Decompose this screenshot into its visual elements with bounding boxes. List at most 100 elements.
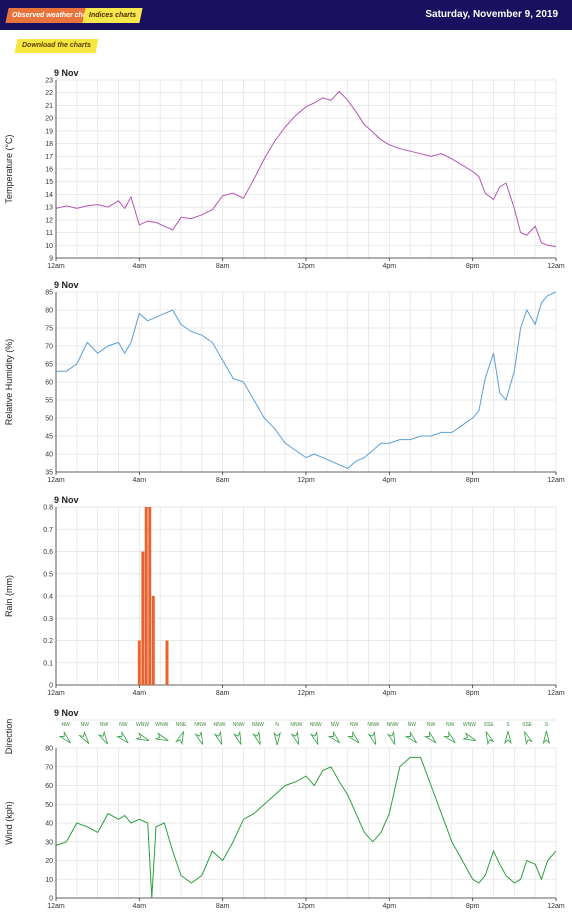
wind-direction-arrow-icon	[524, 731, 534, 746]
humidity-ytick-label: 50	[45, 416, 53, 423]
rain-bar	[141, 551, 145, 685]
wind-ytick-label: 50	[45, 802, 53, 809]
humidity-ytick-label: 85	[45, 290, 53, 297]
wind-direction-arrow-icon	[423, 730, 437, 744]
download-charts-button[interactable]: Download the charts	[14, 39, 99, 53]
direction-text: SSE	[484, 722, 495, 728]
wind-direction-arrow-icon	[443, 730, 456, 744]
direction-text: NW	[408, 722, 417, 728]
rain-bar	[137, 640, 141, 685]
temperature-ytick-label: 19	[45, 128, 53, 135]
rain-ytick-label: 0.2	[43, 638, 53, 645]
wind-day-label: 9 Nov	[54, 708, 79, 718]
rain-ytick-label: 0.8	[43, 505, 53, 512]
tab-indices-charts[interactable]: Indices charts	[82, 8, 143, 23]
humidity-xtick-label: 12pm	[297, 477, 315, 484]
rain-xtick-label: 12pm	[297, 690, 315, 697]
temperature-ytick-label: 22	[45, 90, 53, 97]
tab-indices-label: Indices charts	[89, 12, 137, 19]
wind-direction-arrow-icon	[327, 730, 341, 744]
humidity-xtick-label: 8am	[216, 477, 230, 484]
humidity-ytick-label: 55	[45, 398, 53, 405]
direction-text: WNW	[155, 722, 168, 728]
wind-ytick-label: 30	[45, 839, 53, 846]
temperature-xtick-label: 12am	[47, 263, 65, 270]
wind-ytick-label: 60	[45, 783, 53, 790]
direction-text: NW	[350, 722, 359, 728]
temperature-xtick-label: 4am	[133, 263, 147, 270]
temperature-ytick-label: 14	[45, 192, 53, 199]
rain-ytick-label: 0.6	[43, 549, 53, 556]
temperature-xtick-label: 8am	[216, 263, 230, 270]
rain-ytick-label: 0.3	[43, 616, 53, 623]
humidity-ytick-label: 40	[45, 452, 53, 459]
rain-xtick-label: 12am	[47, 690, 65, 697]
temperature-ytick-label: 18	[45, 141, 53, 148]
humidity-xtick-label: 12am	[547, 477, 565, 484]
wind-xtick-label: 4am	[133, 903, 147, 910]
temperature-ytick-label: 23	[45, 78, 53, 85]
humidity-ytick-label: 65	[45, 362, 53, 369]
direction-text: NNW	[367, 722, 379, 728]
wind-ytick-label: 40	[45, 821, 53, 828]
temperature-ytick-label: 9	[49, 256, 53, 263]
direction-text: NW	[100, 722, 109, 728]
header-bar: Observed weather charts Indices charts S…	[0, 0, 572, 30]
humidity-xtick-label: 4am	[133, 477, 147, 484]
wind-direction-arrow-icon	[386, 730, 396, 745]
wind-ytick-label: 10	[45, 877, 53, 884]
download-charts-label: Download the charts	[22, 42, 91, 49]
wind-direction-arrow-icon	[404, 730, 418, 744]
rain-xtick-label: 8am	[216, 690, 230, 697]
humidity-day-label: 9 Nov	[54, 280, 79, 290]
wind-xtick-label: 8am	[216, 903, 230, 910]
wind-series-line	[55, 756, 557, 899]
rain-ylabel: Rain (mm)	[4, 575, 14, 617]
humidity-xtick-label: 12am	[47, 477, 65, 484]
direction-text: NNW	[194, 722, 206, 728]
humidity-xtick-label: 8pm	[466, 477, 480, 484]
humidity-ylabel: Relative Humidity (%)	[4, 339, 14, 426]
wind-direction-arrow-icon	[542, 730, 551, 745]
rain-xtick-label: 4am	[133, 690, 147, 697]
temperature-ytick-label: 16	[45, 167, 53, 174]
temperature-ytick-label: 21	[45, 103, 53, 110]
wind-ytick-label: 80	[45, 746, 53, 753]
wind-xtick-label: 8pm	[466, 903, 480, 910]
humidity-ytick-label: 80	[45, 308, 53, 315]
rain-bar	[165, 640, 169, 685]
direction-text: NNW	[310, 722, 322, 728]
rain-ytick-label: 0.4	[43, 594, 53, 601]
rain-day-label: 9 Nov	[54, 495, 79, 505]
wind-direction-arrow-icon	[116, 730, 129, 744]
humidity-xtick-label: 4pm	[383, 477, 397, 484]
direction-text: NNE	[176, 722, 187, 728]
wind-direction-arrow-icon	[290, 730, 300, 745]
rain-ytick-label: 0.7	[43, 527, 53, 534]
wind-xtick-label: 12am	[47, 903, 65, 910]
direction-text: NNW	[252, 722, 264, 728]
wind-direction-arrow-icon	[504, 730, 512, 745]
humidity-ytick-label: 60	[45, 380, 53, 387]
direction-label: Direction	[4, 719, 14, 755]
temperature-xtick-label: 8pm	[466, 263, 480, 270]
temperature-ytick-label: 12	[45, 217, 53, 224]
header-date: Saturday, November 9, 2019	[425, 9, 558, 20]
wind-direction-arrow-icon	[58, 730, 71, 744]
wind-direction-arrow-icon	[252, 730, 261, 745]
direction-text: S	[545, 722, 549, 728]
temperature-series-line	[55, 90, 557, 248]
temperature-xtick-label: 12am	[547, 263, 565, 270]
rain-xtick-label: 4pm	[383, 690, 397, 697]
wind-direction-arrow-icon	[233, 730, 242, 745]
wind-xtick-label: 12am	[547, 903, 565, 910]
wind-direction-arrow-icon	[213, 730, 223, 745]
rain-ytick-label: 0	[49, 683, 53, 690]
wind-xtick-label: 12pm	[297, 903, 315, 910]
direction-text: NW	[446, 722, 455, 728]
wind-ytick-label: 0	[49, 896, 53, 903]
direction-text: NNW	[290, 722, 302, 728]
wind-direction-arrow-icon	[273, 731, 281, 746]
direction-text: NW	[61, 722, 70, 728]
temperature-ytick-label: 11	[46, 230, 53, 237]
